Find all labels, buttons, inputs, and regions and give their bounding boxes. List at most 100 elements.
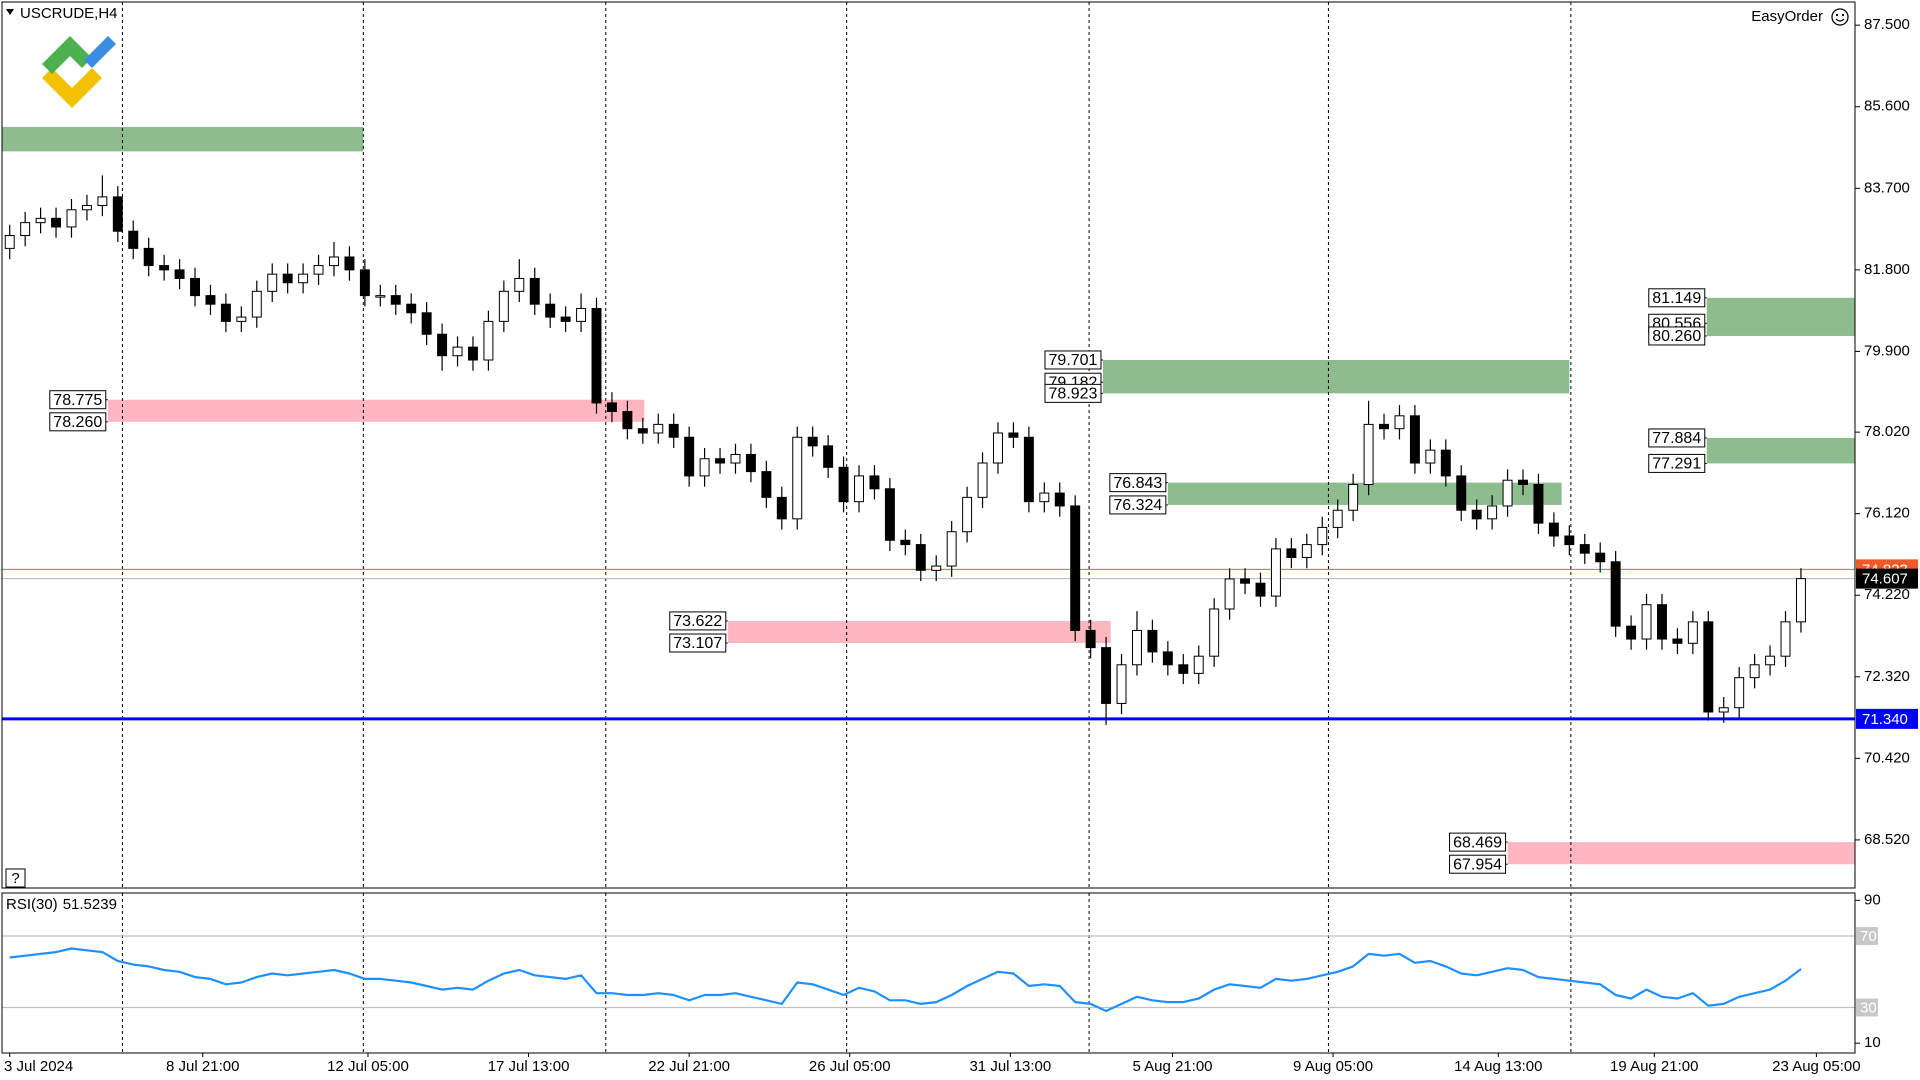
candle-body — [1363, 423, 1374, 485]
candle-body — [622, 411, 633, 430]
x-tick-label: 5 Aug 21:00 — [1132, 1058, 1212, 1075]
smiley-face — [1831, 8, 1849, 26]
candle-body — [406, 303, 417, 314]
candle-body — [1687, 621, 1698, 644]
price-label: 71.340 — [1862, 711, 1908, 728]
price-pane-frame — [1, 1, 1856, 889]
candle-body — [1317, 526, 1328, 546]
indicator-value: 51.5239 — [63, 896, 117, 913]
candle-body — [1116, 664, 1127, 704]
candle-body — [606, 402, 617, 413]
candle-body — [267, 273, 278, 292]
candle-body — [915, 544, 926, 571]
candle-body — [1703, 621, 1714, 713]
candle-body — [452, 346, 463, 357]
logo-yellow — [42, 68, 102, 108]
candle-body — [1456, 475, 1467, 511]
logo-green — [42, 36, 92, 74]
y-tick-label: 10 — [1864, 1034, 1881, 1051]
x-tick-label: 23 Aug 05:00 — [1772, 1058, 1860, 1075]
candle-body — [1718, 707, 1729, 713]
candle-body — [1765, 655, 1776, 666]
candle-body — [35, 217, 46, 224]
candle-body — [375, 295, 386, 298]
main-layer: 87.500 85.600 83.700 81.800 79.900 78.020 76.1… — [2, 16, 1910, 1075]
logo — [42, 36, 116, 108]
candle-body — [1193, 655, 1204, 674]
zone-label: 73.107 — [673, 635, 722, 652]
x-tick-label: 14 Aug 13:00 — [1454, 1058, 1542, 1075]
candle-body — [190, 277, 200, 297]
front-layer: 78.77578.26073.62273.10779.70179.18278.9… — [6, 288, 1918, 1017]
candle-body — [128, 230, 139, 249]
candle-body — [684, 436, 695, 477]
x-tick-label: 12 Jul 05:00 — [327, 1058, 409, 1075]
candle-body — [51, 217, 62, 228]
price-label-box — [1856, 708, 1918, 729]
candle-body — [20, 222, 31, 237]
candle-body — [81, 204, 92, 211]
candle-body — [1348, 483, 1359, 511]
zone-label: 76.843 — [1113, 475, 1162, 492]
candle-body — [174, 269, 185, 279]
candle-body — [1008, 432, 1019, 438]
candle-body — [730, 453, 741, 464]
candle-body — [1780, 621, 1791, 657]
candle-body — [1147, 629, 1158, 653]
zone-label: 77.291 — [1652, 456, 1701, 473]
candle-body — [1626, 625, 1637, 640]
candle-body — [884, 488, 895, 541]
zone-label: 78.775 — [53, 392, 102, 409]
candle-body — [545, 303, 556, 318]
y-tick-label: 76.120 — [1864, 505, 1910, 522]
candle-body — [1023, 436, 1034, 503]
candle-body — [869, 475, 880, 490]
candle-body — [359, 269, 370, 297]
candle-body — [313, 265, 324, 275]
candle-body — [977, 462, 988, 498]
candle-body — [1240, 578, 1251, 584]
smiley-eye — [1835, 13, 1839, 17]
candle-body — [1270, 548, 1281, 597]
candle-body — [1255, 582, 1266, 597]
y-tick-label: 68.520 — [1864, 831, 1910, 848]
candle-body — [483, 320, 494, 361]
menu-triangle[interactable] — [6, 9, 14, 15]
candle-body — [1579, 544, 1590, 554]
zone — [2, 126, 364, 152]
candle-body — [653, 423, 664, 434]
candle-body — [1070, 505, 1081, 631]
candle-body — [498, 290, 509, 322]
candle-body — [421, 312, 432, 335]
candle-body — [390, 295, 401, 305]
zone — [727, 620, 1111, 644]
help-button[interactable] — [5, 868, 26, 888]
candle-body — [637, 428, 648, 434]
candle-body — [1101, 647, 1112, 704]
zone — [1507, 842, 1855, 865]
help-label[interactable]: ? — [11, 870, 19, 887]
candle-body — [761, 471, 772, 498]
candle-body — [344, 256, 355, 271]
x-tick-label: 9 Aug 05:00 — [1293, 1058, 1373, 1075]
candle-body — [576, 307, 587, 322]
candle-body — [97, 196, 108, 206]
candle-body — [1502, 479, 1513, 507]
candle-body — [1518, 479, 1528, 485]
zone-label: 73.622 — [673, 613, 722, 630]
candle-body — [1224, 578, 1235, 610]
zone-label: 77.884 — [1652, 430, 1701, 447]
smiley-icon[interactable] — [1831, 8, 1849, 26]
x-tick-label: 19 Aug 21:00 — [1610, 1058, 1698, 1075]
candle-body — [946, 531, 957, 567]
candle-body — [1054, 492, 1065, 507]
zone — [107, 399, 645, 422]
candle-body — [591, 307, 602, 404]
candle-body — [159, 265, 170, 271]
candle-body — [298, 273, 309, 284]
candle-body — [1795, 578, 1806, 623]
candle-body — [1487, 505, 1498, 520]
easyorder-label[interactable]: EasyOrder — [1751, 8, 1823, 25]
